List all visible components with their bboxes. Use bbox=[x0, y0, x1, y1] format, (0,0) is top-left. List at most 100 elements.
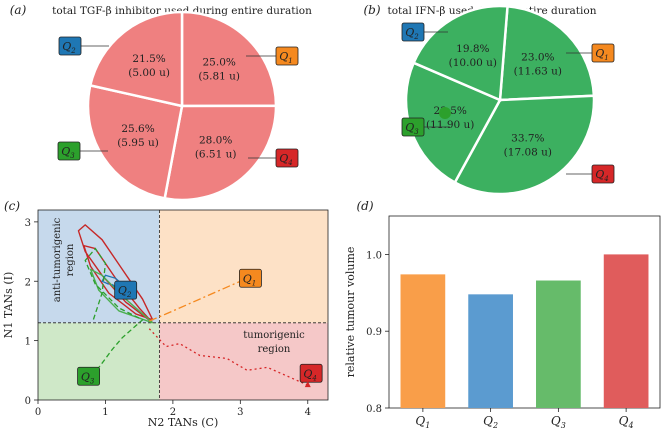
quadrant-badge-q2: Q2 bbox=[401, 22, 425, 42]
trajectory-q1 bbox=[149, 277, 248, 322]
trajectory-badge-q1-q: Q bbox=[243, 272, 252, 285]
x-tick-label-q4-q: Q bbox=[619, 414, 629, 428]
region-label-anti: anti-tumorigenic bbox=[52, 217, 63, 302]
y-axis-label: N1 TANs (I) bbox=[2, 272, 15, 339]
quadrant-badge-q2: Q2 bbox=[58, 36, 82, 56]
quadrant-badge-q4-q: Q bbox=[279, 152, 288, 165]
trajectory-badge-q1-text: Q1 bbox=[243, 272, 257, 287]
trajectory-badge-q4: Q4 bbox=[299, 363, 323, 383]
marker-dot bbox=[439, 107, 451, 119]
quadrant-badge-q2-box bbox=[58, 36, 82, 56]
slice-percent-label: 25.6% bbox=[121, 123, 154, 135]
region-label-anti-2: region bbox=[65, 243, 76, 276]
bar-q4 bbox=[603, 254, 649, 408]
pie-slice-a-q1 bbox=[180, 10, 278, 108]
phase-plot-c: (c) 0 1 2 3 4 0 1 2 3 N2 TANs (C) N1 TANs (I) anti-t… bbox=[2, 199, 329, 429]
trajectory-badge-q3-text: Q3 bbox=[81, 370, 95, 385]
bar-q1 bbox=[400, 274, 446, 408]
x-tick-label: 3 bbox=[237, 407, 243, 418]
plot-frame bbox=[388, 215, 661, 409]
quadrant-badge-q3-box bbox=[401, 117, 425, 137]
region-label-tumorigenic-2: region bbox=[258, 344, 291, 355]
y-axis-label: relative tumour volume bbox=[344, 247, 357, 378]
quadrant-badge-q1-box bbox=[591, 43, 615, 63]
quadrant-badge-q4: Q4 bbox=[275, 148, 299, 168]
region-tumorigenic bbox=[159, 322, 328, 400]
region-label-tumorigenic: tumorigenic bbox=[243, 330, 305, 341]
slice-percent-label: 25.0% bbox=[203, 57, 236, 69]
quadrant-badge-q1-sub: 1 bbox=[604, 54, 608, 62]
slice-amount-label: (17.08 u) bbox=[504, 147, 552, 159]
trajectory-badge-q1: Q1 bbox=[239, 268, 262, 288]
x-tick-label-q4-sub: 4 bbox=[628, 421, 634, 429]
slice-amount-label: (5.95 u) bbox=[117, 137, 159, 149]
x-tick-label-q2: Q2 bbox=[483, 414, 498, 429]
quadrant-badge-q4-box bbox=[591, 164, 615, 184]
trajectory-badge-q1-box bbox=[239, 268, 262, 288]
x-tick-label-q1: Q1 bbox=[415, 414, 430, 429]
x-tick-label-q3-sub: 3 bbox=[561, 421, 566, 429]
x-tick-label-q3-q: Q bbox=[551, 414, 561, 428]
trajectory-q3 bbox=[84, 247, 144, 377]
quadrant-badge-q1-sub: 1 bbox=[288, 57, 292, 65]
quadrant-badge-q3-box bbox=[57, 141, 81, 161]
slice-amount-label: (6.51 u) bbox=[195, 148, 237, 160]
pie-chart-b: (b)total IFN-β used during entire durati… bbox=[363, 3, 615, 196]
quadrant-badge-q1-q: Q bbox=[279, 50, 288, 63]
spiral-trajectory-0 bbox=[77, 224, 154, 324]
region-q1 bbox=[159, 210, 328, 323]
trajectory-badge-q2: Q2 bbox=[114, 280, 138, 300]
quadrant-badge-q2-text: Q2 bbox=[405, 26, 419, 41]
y-tick-label: 0 bbox=[25, 396, 31, 407]
quadrant-badge-q2-sub: 2 bbox=[413, 33, 419, 41]
trajectory-badge-q4-sub: 4 bbox=[311, 374, 316, 382]
panel-label-b: (b) bbox=[363, 3, 380, 17]
pie-slice-a-q3 bbox=[86, 83, 184, 200]
slice-percent-label: 33.7% bbox=[511, 133, 544, 145]
quadrant-badge-q3: Q3 bbox=[401, 117, 425, 137]
pie-slice-a-q4 bbox=[163, 104, 278, 202]
panel-label-d: (d) bbox=[356, 199, 373, 213]
quadrant-badge-q1-q: Q bbox=[595, 47, 604, 60]
slice-amount-label: (11.90 u) bbox=[426, 119, 474, 131]
y-tick-label: 0.8 bbox=[366, 404, 382, 415]
x-tick-label-q1-q: Q bbox=[415, 414, 425, 428]
trajectory-badge-q2-box bbox=[114, 280, 138, 300]
quadrant-badge-q3-text: Q3 bbox=[405, 121, 419, 136]
bar-q2 bbox=[468, 294, 513, 408]
x-tick-label: 2 bbox=[170, 407, 176, 418]
slice-percent-label: 21.5% bbox=[132, 53, 165, 65]
panel-label-c: (c) bbox=[4, 199, 20, 213]
x-tick-label-q2-q: Q bbox=[483, 414, 493, 428]
quadrant-badge-q1: Q1 bbox=[275, 46, 299, 66]
slice-amount-label: (10.00 u) bbox=[449, 57, 497, 69]
trajectory-badge-q2-q: Q bbox=[118, 284, 127, 297]
trajectory-badge-q2-sub: 2 bbox=[126, 291, 132, 299]
pie-slice-a-q2 bbox=[88, 10, 184, 108]
quadrant-badge-q3-text: Q3 bbox=[61, 145, 75, 160]
slice-amount-label: (5.00 u) bbox=[128, 67, 170, 79]
pie-slice-b-q2 bbox=[412, 4, 509, 102]
quadrant-badge-q4: Q4 bbox=[591, 164, 615, 184]
trajectory-badge-q4-text: Q4 bbox=[303, 367, 317, 382]
trajectory-badge-q4-box bbox=[299, 363, 323, 383]
quadrant-badge-q1-text: Q1 bbox=[279, 50, 293, 65]
quadrant-badge-q1-box bbox=[275, 46, 299, 66]
trajectory-badge-q1-sub: 1 bbox=[252, 279, 256, 287]
y-tick-label: 2 bbox=[25, 277, 31, 288]
quadrant-badge-q2-q: Q bbox=[405, 26, 414, 39]
quadrant-badge-q4-sub: 4 bbox=[603, 175, 608, 183]
x-tick-label: 1 bbox=[102, 407, 108, 418]
quadrant-badge-q4-box bbox=[275, 148, 299, 168]
pie-chart-a: (a)total TGF-β inhibitor used during ent… bbox=[10, 3, 312, 202]
quadrant-badge-q3: Q3 bbox=[57, 141, 81, 161]
quadrant-badge-q4-text: Q4 bbox=[595, 168, 609, 183]
pie-slice-b-q1 bbox=[498, 4, 596, 102]
y-tick-label: 1 bbox=[25, 337, 31, 348]
panel-label-a: (a) bbox=[10, 3, 27, 17]
bar-q3 bbox=[536, 280, 581, 408]
y-tick-label: 1.0 bbox=[366, 250, 382, 261]
trajectory-badge-q4-q: Q bbox=[303, 367, 312, 380]
region-q3 bbox=[38, 322, 160, 400]
